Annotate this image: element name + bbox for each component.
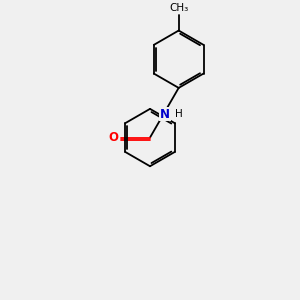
Text: N: N bbox=[160, 108, 170, 121]
Text: O: O bbox=[109, 131, 118, 144]
Text: H: H bbox=[176, 109, 183, 119]
Text: CH₃: CH₃ bbox=[169, 3, 188, 13]
